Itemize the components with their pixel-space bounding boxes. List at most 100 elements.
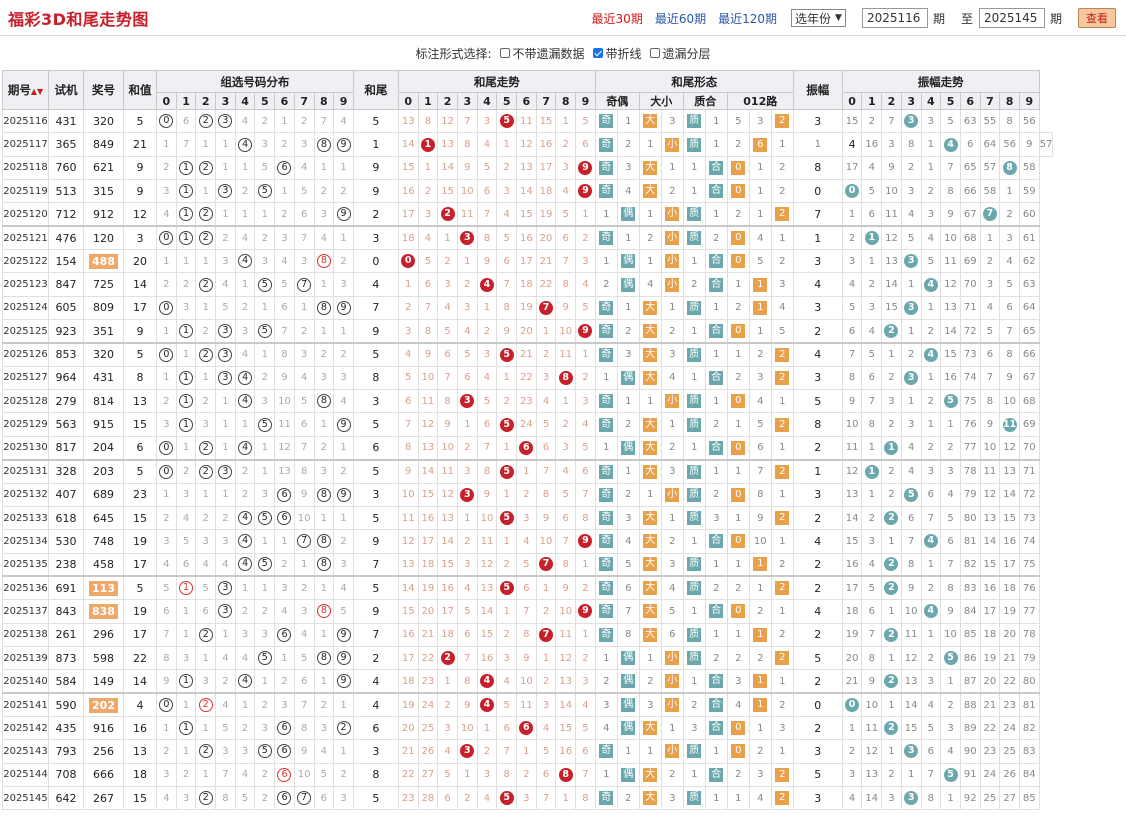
option-with-line[interactable]: 带折线: [592, 45, 642, 62]
omission-value: 13: [519, 162, 533, 174]
trend-cell: 13: [555, 669, 577, 694]
zuxuan-cell: 1: [156, 715, 177, 741]
amp-cell: 4: [900, 202, 922, 227]
omission-value: 16: [559, 745, 573, 757]
omission-value: 20: [401, 722, 415, 734]
amp-cell: 5: [940, 389, 961, 414]
trend-cell: 4: [555, 179, 577, 204]
omission-value: 27: [1003, 792, 1016, 804]
trend-cell: 1: [555, 785, 577, 811]
trend-cell: 14: [437, 155, 458, 181]
omission-value: 1: [669, 162, 676, 174]
omission-value: 2: [444, 255, 451, 267]
omission-value: 4: [669, 372, 676, 384]
option-no-omission[interactable]: 不带遗漏数据: [499, 45, 585, 62]
trend-cell: 11: [516, 108, 537, 134]
omission-value: 2: [927, 395, 935, 407]
year-select[interactable]: 选年份 ▼: [791, 9, 846, 27]
omission-value: 69: [1022, 419, 1036, 431]
zuxuan-cell: 1: [254, 669, 276, 694]
form-cell: 奇: [594, 529, 618, 554]
trend-cell: 2: [496, 622, 517, 647]
form-cell: 大: [638, 435, 662, 461]
jianghao-value: 458: [93, 557, 114, 571]
page-title: 福彩3D和尾走势图: [8, 9, 149, 29]
omission-value: 6: [542, 442, 550, 454]
amp-cell: 82: [1018, 715, 1040, 741]
amp-cell: 77: [959, 435, 981, 461]
form-cell: 质: [682, 108, 706, 134]
trend-cell: 8: [555, 365, 577, 391]
link-recent-30[interactable]: 最近30期: [591, 11, 643, 26]
form-tag: 偶: [621, 698, 636, 713]
zuxuan-cell: 1: [313, 669, 335, 694]
omission-value: 1: [735, 279, 742, 291]
to-input[interactable]: 2025145: [978, 8, 1045, 28]
checkbox-icon[interactable]: [499, 48, 510, 58]
omission-value: 10: [460, 722, 474, 734]
hit-circle: 3: [218, 324, 233, 339]
omission-value: 2: [1006, 208, 1013, 220]
omission-value: 8: [483, 232, 491, 244]
omission-value: 3: [424, 208, 432, 220]
amp-cell: 11: [861, 715, 883, 741]
link-recent-120[interactable]: 最近120期: [718, 11, 778, 26]
shiji-cell: 590: [48, 692, 84, 717]
query-button[interactable]: 查看: [1078, 8, 1116, 28]
omission-value: 14: [904, 699, 918, 711]
omission-value: 1: [562, 395, 569, 407]
omission-value: 3: [713, 512, 720, 524]
trend-cell: 10: [437, 435, 458, 461]
omission-value: 8: [300, 722, 308, 734]
jianghao-value: 315: [93, 184, 114, 198]
omission-value: 9: [1006, 372, 1013, 384]
amp-cell: 1: [900, 319, 922, 344]
omission-value: 17: [539, 162, 553, 174]
omission-value: 4: [241, 232, 249, 244]
trend-cell: 13: [437, 505, 458, 531]
omission-value: 2: [340, 185, 347, 197]
trend-cell: 3: [476, 108, 498, 134]
form-cell: 1: [770, 529, 794, 554]
period-cell: 2025118: [2, 155, 49, 181]
col-qihao[interactable]: 期号▲▼: [2, 70, 49, 110]
form-cell: 1: [704, 739, 728, 764]
trend-ball: 9: [578, 534, 593, 549]
table-row: 2025126 853 320 5 0 1 2 3 4 1 8 3 2 2 5 4 9 6 5 3 5 21 2 11 1 奇 3 大…: [2, 341, 1053, 367]
zuxuan-cell: 8: [293, 458, 315, 484]
omission-value: 4: [241, 115, 249, 127]
omission-value: 3: [888, 792, 895, 804]
zuxuan-cell: 8: [313, 482, 335, 507]
form-cell: 大: [638, 155, 662, 181]
amp-cell: 4: [861, 155, 883, 181]
omission-value: 1: [691, 605, 698, 617]
omission-value: 5: [582, 302, 589, 314]
form-cell: 1: [770, 389, 794, 414]
omission-value: 18: [421, 558, 435, 570]
from-input[interactable]: 2025116: [861, 8, 928, 28]
omission-value: 10: [904, 605, 918, 617]
zhenfu-cell: 4: [841, 132, 863, 157]
zuxuan-cell: 5: [234, 785, 256, 811]
zuxuan-cell: 1: [215, 389, 236, 414]
amp-cell: 5: [979, 319, 1001, 344]
amp-cell: 1: [900, 389, 922, 414]
omission-value: 2: [300, 582, 308, 594]
trend-cell: 16: [397, 179, 419, 204]
option-layered[interactable]: 遗漏分层: [649, 45, 711, 62]
checkbox-icon[interactable]: [649, 48, 660, 58]
omission-value: 14: [845, 512, 859, 524]
period-cell: 2025129: [2, 412, 49, 437]
form-tag: 偶: [621, 370, 636, 385]
form-cell: 2: [660, 319, 684, 344]
amp-cell: 61: [1018, 225, 1040, 251]
checkbox-checked-icon[interactable]: [592, 48, 603, 58]
sort-icon[interactable]: ▲▼: [30, 87, 44, 96]
omission-value: 1: [713, 302, 720, 314]
amp-cell: 10: [940, 225, 961, 251]
omission-value: 18: [519, 279, 533, 291]
trend-cell: 1: [575, 552, 596, 577]
link-recent-60[interactable]: 最近60期: [654, 11, 707, 26]
omission-value: 6: [582, 139, 589, 151]
form-cell: 合: [704, 715, 728, 741]
